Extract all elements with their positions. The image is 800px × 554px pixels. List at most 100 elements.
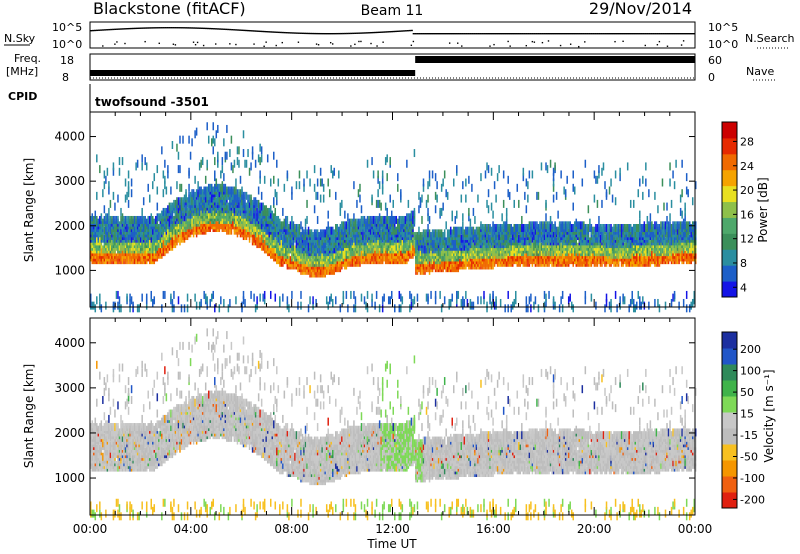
- power-cell: [549, 234, 552, 243]
- power-cell: [235, 296, 237, 305]
- power-cell: [324, 229, 326, 238]
- sky-noise-point: [92, 29, 95, 32]
- power-cell: [533, 301, 535, 310]
- power-cell: [431, 170, 434, 179]
- power-cell: [103, 245, 106, 254]
- power-cell: [436, 194, 438, 203]
- power-cell: [469, 218, 472, 227]
- power-cell: [168, 218, 171, 227]
- power-cell: [434, 191, 437, 200]
- power-cell: [437, 248, 440, 257]
- power-cell: [369, 226, 372, 235]
- power-cell: [321, 237, 323, 246]
- sky-noise-point: [285, 32, 288, 34]
- power-cell: [153, 218, 156, 227]
- power-cell: [383, 293, 385, 302]
- power-cell: [453, 264, 455, 273]
- power-cell: [214, 138, 216, 147]
- power-cell: [516, 240, 519, 249]
- power-cell: [230, 162, 233, 171]
- power-cell: [316, 178, 319, 187]
- sky-noise-point: [372, 31, 375, 34]
- power-cell: [478, 256, 481, 265]
- search-noise-point: [541, 41, 544, 44]
- power-cell: [109, 221, 112, 230]
- power-cell: [445, 261, 447, 270]
- power-cell: [141, 234, 143, 243]
- sky-noise-point: [261, 30, 264, 33]
- power-cell: [325, 245, 328, 254]
- power-cell: [218, 304, 221, 313]
- power-cell: [516, 224, 519, 233]
- sky-noise-point: [547, 33, 550, 35]
- power-cell: [115, 215, 118, 224]
- power-cell: [383, 245, 385, 254]
- sky-noise-point: [690, 33, 694, 35]
- sky-noise-point: [128, 27, 131, 30]
- power-cell: [347, 221, 349, 230]
- power-cell: [365, 218, 367, 227]
- power-cell: [117, 240, 119, 249]
- power-cell: [292, 221, 295, 230]
- power-cell: [309, 178, 311, 187]
- power-cell: [531, 170, 534, 179]
- power-cell: [542, 221, 544, 230]
- search-noise-point: [412, 40, 415, 43]
- power-cell: [171, 298, 174, 307]
- search-noise-point: [614, 40, 616, 43]
- sky-noise-point: [574, 33, 577, 35]
- power-cell: [462, 181, 464, 190]
- power-cell: [430, 232, 432, 241]
- power-cell: [493, 301, 496, 310]
- power-cell: [99, 165, 101, 174]
- power-cell: [141, 253, 143, 262]
- power-cell: [214, 304, 216, 313]
- power-cell: [513, 298, 515, 307]
- power-cell: [407, 248, 410, 257]
- power-cell: [425, 199, 428, 208]
- power-cell: [126, 215, 128, 224]
- power-cell: [103, 181, 106, 190]
- power-cell: [254, 213, 257, 222]
- power-cell: [247, 194, 249, 203]
- power-cell: [478, 226, 481, 235]
- sky-noise-point: [620, 33, 623, 35]
- power-cell: [164, 207, 166, 216]
- power-cell: [259, 170, 261, 179]
- power-cell: [375, 290, 378, 299]
- power-cell: [362, 232, 364, 241]
- search-noise-point: [578, 45, 580, 48]
- power-cell: [377, 224, 379, 233]
- power-cell: [465, 194, 467, 203]
- power-cell: [96, 237, 98, 246]
- sky-noise-point: [378, 31, 381, 34]
- power-cell: [389, 157, 391, 166]
- power-cell: [282, 242, 284, 251]
- power-cell: [462, 221, 464, 230]
- power-cell: [198, 207, 201, 216]
- search-noise-point: [229, 43, 231, 45]
- power-cell: [242, 296, 245, 305]
- power-cell: [486, 301, 488, 310]
- power-cell: [460, 234, 463, 243]
- sky-noise-point: [122, 28, 125, 30]
- power-cell: [211, 205, 213, 214]
- power-cell: [434, 290, 437, 299]
- power-cell: [132, 240, 134, 249]
- power-cell: [108, 240, 110, 249]
- power-cell: [218, 189, 221, 198]
- sky-noise-point: [636, 33, 639, 35]
- search-tick-low: 10^0: [708, 38, 738, 51]
- power-cell: [139, 234, 142, 243]
- power-cell: [282, 221, 284, 230]
- power-cell: [454, 226, 457, 235]
- power-cell: [536, 248, 538, 257]
- power-cell: [307, 304, 310, 313]
- sky-noise-point: [364, 32, 367, 34]
- sky-noise-point: [567, 33, 571, 35]
- power-cell: [457, 226, 460, 235]
- power-cell: [211, 293, 213, 302]
- power-cell: [448, 234, 450, 243]
- power-cell: [277, 215, 280, 224]
- sky-noise-point: [539, 33, 542, 35]
